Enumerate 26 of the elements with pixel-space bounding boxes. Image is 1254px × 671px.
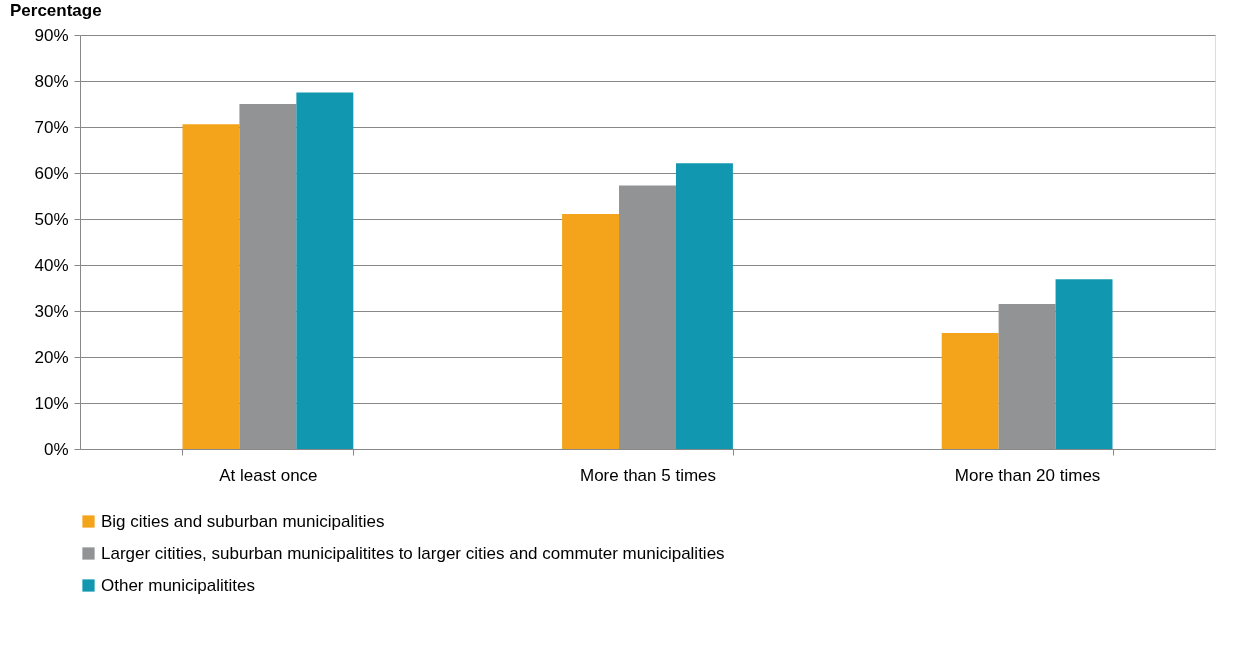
y-tick-label: 0% [43,439,69,459]
bar [675,163,733,449]
bar [562,213,620,449]
y-tick-label: 30% [34,301,69,321]
bar [1055,279,1113,449]
legend-label: Big cities and suburban municipalities [101,511,385,531]
y-tick-label: 90% [34,25,69,45]
chart-title: Percentage [10,1,102,20]
y-tick-label: 60% [34,163,69,183]
y-tick-label: 80% [34,71,69,91]
legend-label: Other municipalitites [101,575,256,595]
bar [941,333,999,449]
bar [619,185,676,449]
bar [998,304,1056,449]
y-tick-label: 20% [34,347,69,367]
y-tick-label: 70% [34,117,69,137]
bar [239,104,297,449]
y-tick-label: 50% [34,209,69,229]
x-tick-label: At least once [219,465,318,485]
y-tick-label: 40% [34,255,69,275]
x-tick-label: More than 20 times [954,465,1101,485]
x-tick-label: More than 5 times [579,465,717,485]
y-tick-label: 10% [34,393,69,413]
bar [296,92,354,449]
bar [182,124,240,449]
legend-label: Larger citities, suburban municipalitites to larger cities and commuter municipalities [101,543,725,563]
